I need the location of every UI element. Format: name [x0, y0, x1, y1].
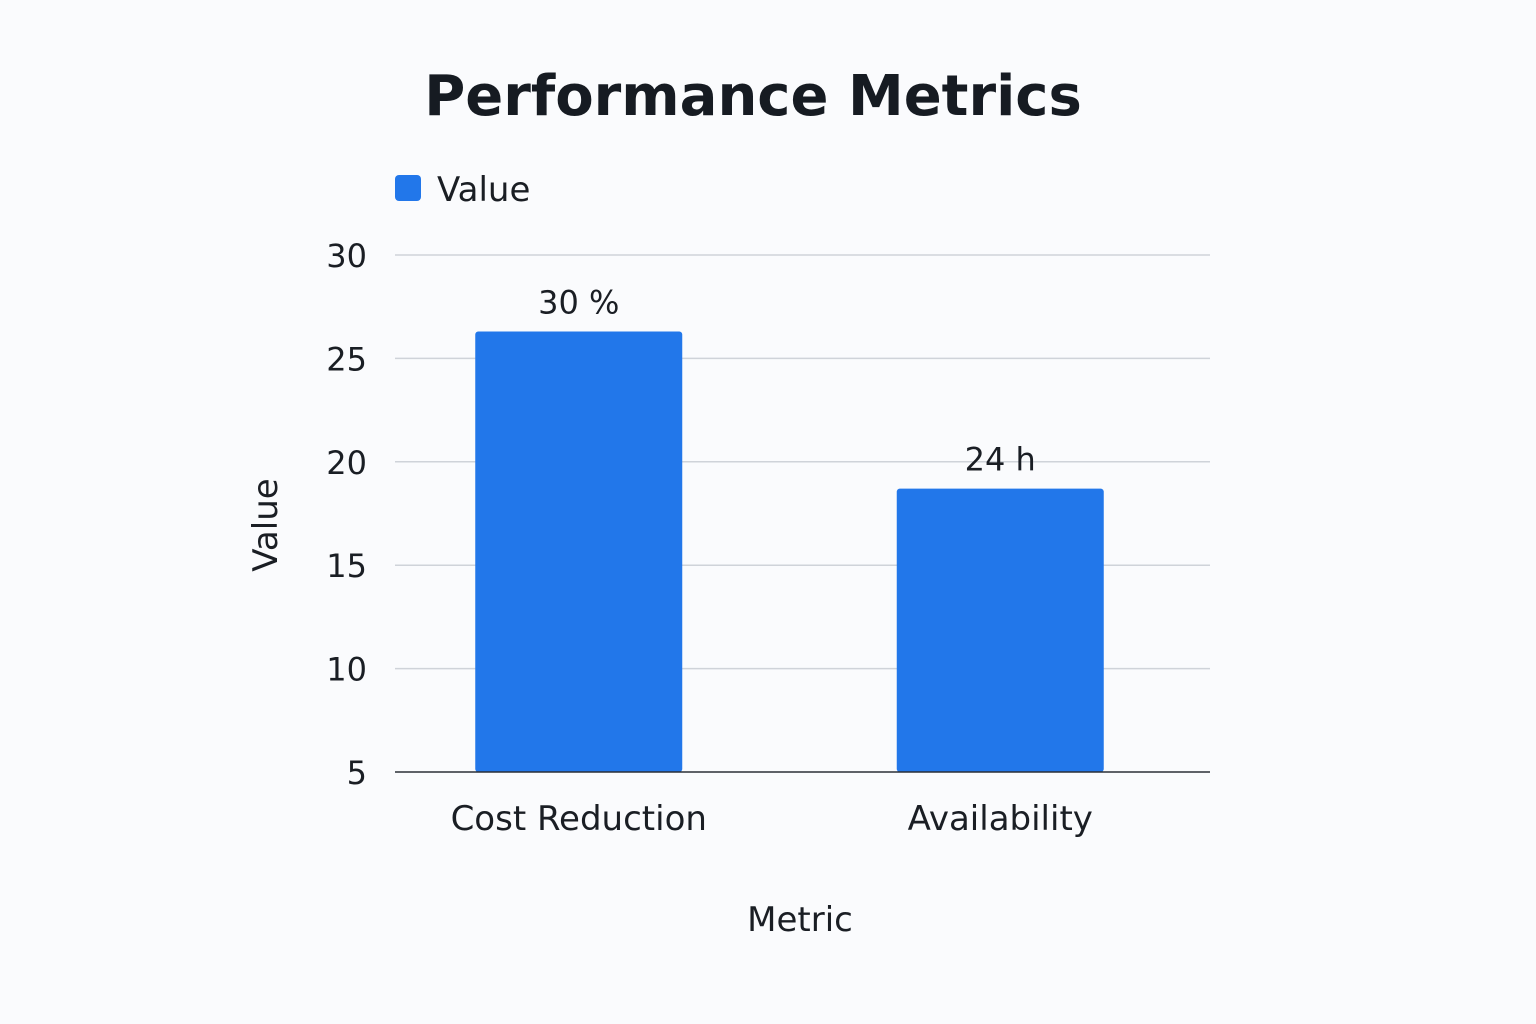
y-tick-label: 15: [326, 547, 367, 585]
x-category-label: Cost Reduction: [451, 799, 707, 839]
legend: Value: [395, 170, 530, 210]
chart-title: Performance Metrics: [424, 64, 1082, 129]
bars: [475, 332, 1104, 772]
legend-label: Value: [437, 170, 530, 210]
y-tick-label: 10: [326, 651, 367, 689]
y-axis-title: Value: [246, 478, 286, 571]
x-axis-title: Metric: [747, 900, 853, 940]
y-tick-label: 5: [347, 754, 367, 792]
x-category-label: Availability: [908, 799, 1093, 839]
x-axis-categories: Cost Reduction Availability: [451, 799, 1093, 839]
y-tick-label: 30: [326, 237, 367, 275]
y-tick-label: 25: [326, 340, 367, 378]
bar: [475, 332, 682, 772]
y-tick-label: 20: [326, 444, 367, 482]
bar-data-label: 24 h: [965, 441, 1036, 479]
legend-swatch: [395, 175, 421, 201]
bar: [897, 489, 1104, 772]
bar-data-label: 30 %: [538, 284, 619, 322]
y-axis-ticks: 5 10 15 20 25 30: [326, 237, 367, 792]
